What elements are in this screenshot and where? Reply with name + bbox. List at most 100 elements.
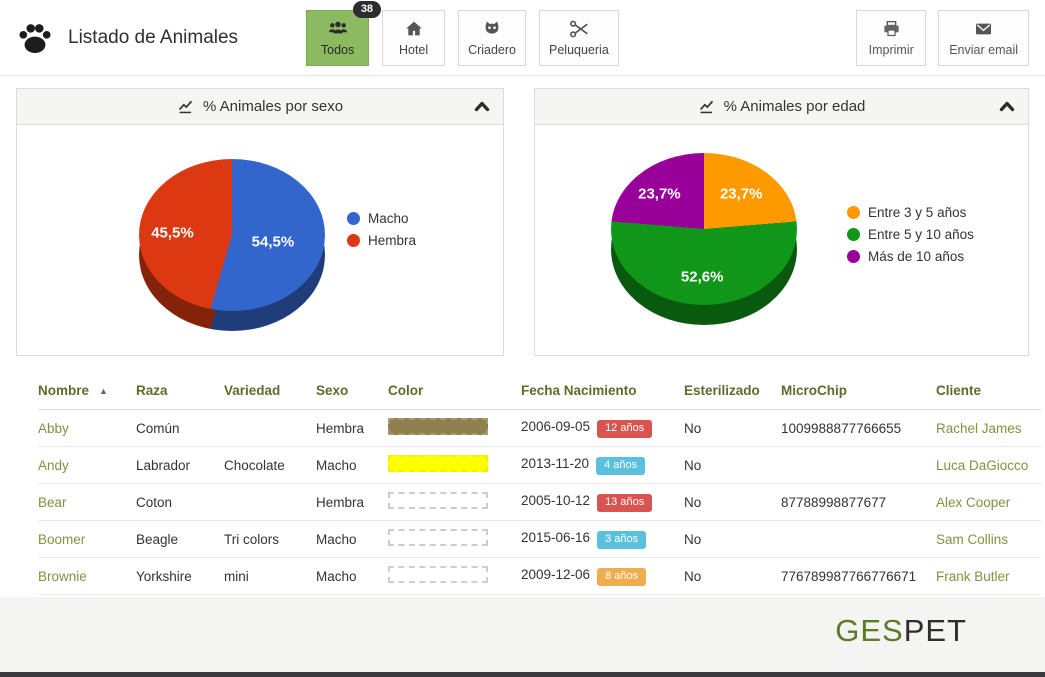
animal-link[interactable]: Andy (38, 457, 69, 473)
edad-chart-area: 23,7% 52,6% 23,7% Entre 3 y 5 años Entre… (535, 125, 1028, 355)
cell-fecha: 2005-10-12 (521, 492, 591, 508)
legend-color-dot (347, 234, 360, 247)
pie-value-label: 23,7% (638, 185, 681, 203)
filter-label: Hotel (398, 43, 429, 57)
cell-raza: Beagle (136, 520, 224, 558)
table-row[interactable]: Andy Labrador Chocolate Macho 2013-11-20… (38, 446, 1041, 484)
cell-esterilizado: No (684, 557, 781, 595)
page-title: Listado de Animales (68, 26, 239, 48)
pie-surface (611, 153, 798, 305)
print-button[interactable]: Imprimir (856, 9, 927, 66)
main-content: % Animales por sexo 54,5% 45,5% (0, 76, 1045, 595)
panel-header: % Animales por edad (535, 89, 1028, 125)
cell-raza: Común (136, 409, 224, 447)
animal-link[interactable]: Abby (38, 420, 69, 436)
legend-item: Más de 10 años (847, 249, 974, 264)
pie-value-label: 45,5% (151, 224, 194, 242)
age-badge: 8 años (597, 567, 647, 586)
table-row[interactable]: Abby Común Hembra 2006-09-05 12 años No 1… (38, 409, 1041, 447)
cell-sexo: Macho (316, 446, 388, 484)
panel-header: % Animales por sexo (17, 89, 504, 125)
color-swatch (388, 492, 488, 509)
home-icon (405, 21, 422, 36)
pie-value-label: 54,5% (251, 233, 295, 251)
action-label: Imprimir (868, 42, 914, 57)
client-link[interactable]: Rachel James (936, 420, 1022, 436)
cell-fecha: 2015-06-16 (521, 529, 591, 545)
column-header-sexo[interactable]: Sexo (316, 374, 388, 410)
legend-label: Hembra (368, 233, 417, 248)
printer-icon (884, 20, 899, 36)
action-buttons: Imprimir Enviar email (856, 9, 1029, 66)
filter-label: Criadero (468, 43, 516, 57)
filter-hotel-button[interactable]: Hotel (382, 9, 446, 66)
cell-raza: Coton (136, 483, 224, 521)
action-label: Enviar email (949, 42, 1018, 57)
panel-animales-por-sexo: % Animales por sexo 54,5% 45,5% (16, 88, 505, 356)
panel-animales-por-edad: % Animales por edad 23,7% 52,6% 23,7% (534, 88, 1029, 356)
send-email-button[interactable]: Enviar email (938, 9, 1029, 66)
footer: GESPET (0, 597, 1045, 677)
cell-microchip: 87788998877677 (781, 483, 936, 521)
chevron-up-icon (999, 101, 1015, 112)
edad-legend: Entre 3 y 5 años Entre 5 y 10 años Más d… (847, 205, 974, 264)
panel-title: % Animales por edad (723, 98, 866, 115)
legend-item: Entre 5 y 10 años (847, 227, 974, 242)
cell-fecha: 2006-09-05 (521, 418, 591, 434)
pie-surface (139, 159, 325, 311)
filter-peluqueria-button[interactable]: Peluqueria (539, 9, 619, 66)
cell-sexo: Hembra (316, 409, 388, 447)
cell-fecha: 2009-12-06 (521, 566, 591, 582)
color-swatch (388, 566, 488, 583)
legend-label: Más de 10 años (868, 249, 965, 264)
client-link[interactable]: Frank Butler (936, 568, 1010, 584)
filter-criadero-button[interactable]: Criadero (458, 9, 526, 66)
animal-link[interactable]: Bear (38, 494, 67, 510)
table-row[interactable]: Boomer Beagle Tri colors Macho 2015-06-1… (38, 520, 1041, 558)
pie-value-label: 23,7% (719, 185, 763, 203)
collapse-panel-button[interactable] (473, 98, 491, 116)
cell-variedad: Tri colors (224, 520, 316, 558)
legend-item: Macho (347, 211, 416, 226)
sexo-legend: Macho Hembra (347, 211, 416, 248)
column-header-esterilizado[interactable]: Esterilizado (684, 374, 781, 410)
header: Listado de Animales 38 Todos Hotel (0, 0, 1045, 76)
column-header-variedad[interactable]: Variedad (224, 374, 316, 410)
cell-sexo: Macho (316, 520, 388, 558)
animals-table: Nombre ▲ Raza Variedad Sexo Color Fecha N… (38, 374, 1041, 595)
sort-asc-icon: ▲ (99, 386, 108, 396)
animal-link[interactable]: Brownie (38, 568, 87, 584)
logo-ges: GES (835, 613, 904, 648)
client-link[interactable]: Sam Collins (936, 531, 1009, 547)
age-badge: 13 años (597, 493, 653, 512)
cell-raza: Yorkshire (136, 557, 224, 595)
column-header-fecha[interactable]: Fecha Nacimiento (521, 374, 684, 410)
column-header-cliente[interactable]: Cliente (936, 374, 1041, 410)
cell-fecha: 2013-11-20 (521, 455, 590, 471)
cell-esterilizado: No (684, 409, 781, 447)
envelope-icon (976, 23, 992, 34)
chevron-up-icon (474, 101, 490, 112)
age-badge: 12 años (597, 419, 653, 438)
cell-raza: Labrador (136, 446, 224, 484)
table-row[interactable]: Brownie Yorkshire mini Macho 2009-12-06 8… (38, 557, 1041, 595)
animal-count-badge: 38 (352, 0, 382, 18)
legend-item: Entre 3 y 5 años (847, 205, 974, 220)
color-swatch (388, 418, 488, 435)
cell-esterilizado: No (684, 520, 781, 558)
cell-esterilizado: No (684, 483, 781, 521)
column-header-color[interactable]: Color (388, 374, 521, 410)
table-row[interactable]: Bear Coton Hembra 2005-10-12 13 años No 8… (38, 483, 1041, 521)
client-link[interactable]: Alex Cooper (936, 494, 1011, 510)
column-header-raza[interactable]: Raza (136, 374, 224, 410)
cell-microchip: 1009988877766655 (781, 409, 936, 447)
column-header-nombre[interactable]: Nombre ▲ (38, 374, 136, 410)
collapse-panel-button[interactable] (998, 98, 1016, 116)
filter-todos-button[interactable]: 38 Todos (306, 0, 382, 66)
column-header-microchip[interactable]: MicroChip (781, 374, 936, 410)
panel-title: % Animales por sexo (202, 98, 344, 115)
animal-link[interactable]: Boomer (38, 531, 86, 547)
cell-variedad (224, 483, 316, 521)
client-link[interactable]: Luca DaGiocco (936, 457, 1029, 473)
cell-variedad: Chocolate (224, 446, 316, 484)
